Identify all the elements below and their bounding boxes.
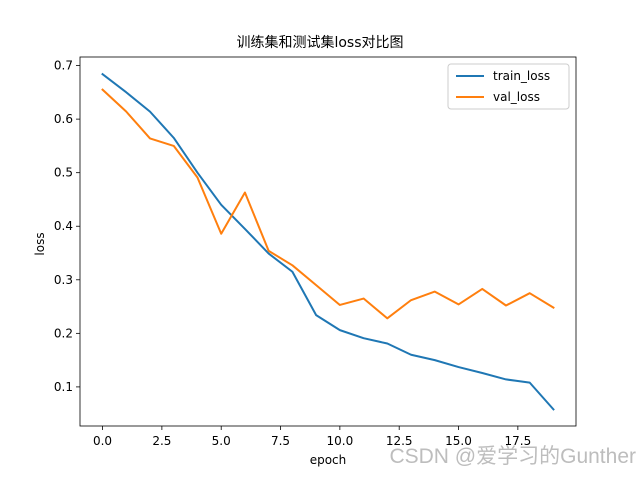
legend-label: train_loss [493,69,550,83]
y-tick-label: 0.3 [54,273,73,287]
chart-title: 训练集和测试集loss对比图 [236,34,403,51]
x-tick-label: 10.0 [327,434,354,448]
y-tick-label: 0.6 [54,112,73,126]
y-tick-label: 0.5 [54,166,73,180]
series-lines [101,72,555,411]
x-tick-label: 17.5 [504,434,531,448]
y-ticks: 0.1 0.2 0.3 0.4 0.5 0.6 0.7 [54,59,80,394]
x-tick-label: 2.5 [152,434,171,448]
legend-label: val_loss [493,90,540,104]
series-line-val-loss [101,88,555,320]
x-ticks: 0.0 2.5 5.0 7.5 10.0 12.5 15.0 17.5 [93,426,531,448]
axes [79,56,577,427]
y-tick-label: 0.2 [54,326,73,340]
watermark: CSDN @爱学习的Gunther [389,445,636,468]
x-tick-label: 15.0 [445,434,472,448]
y-tick-label: 0.1 [54,380,73,394]
y-tick-label: 0.7 [54,59,73,73]
series-line-train-loss [101,72,555,411]
legend: train_loss val_loss [447,63,570,110]
plot-frame [79,56,577,427]
y-tick-label: 0.4 [54,219,73,233]
x-tick-label: 7.5 [271,434,290,448]
x-tick-label: 12.5 [386,434,413,448]
x-tick-label: 5.0 [212,434,231,448]
x-axis-label: epoch [310,453,347,467]
x-tick-label: 0.0 [93,434,112,448]
y-axis-label: loss [33,232,47,255]
